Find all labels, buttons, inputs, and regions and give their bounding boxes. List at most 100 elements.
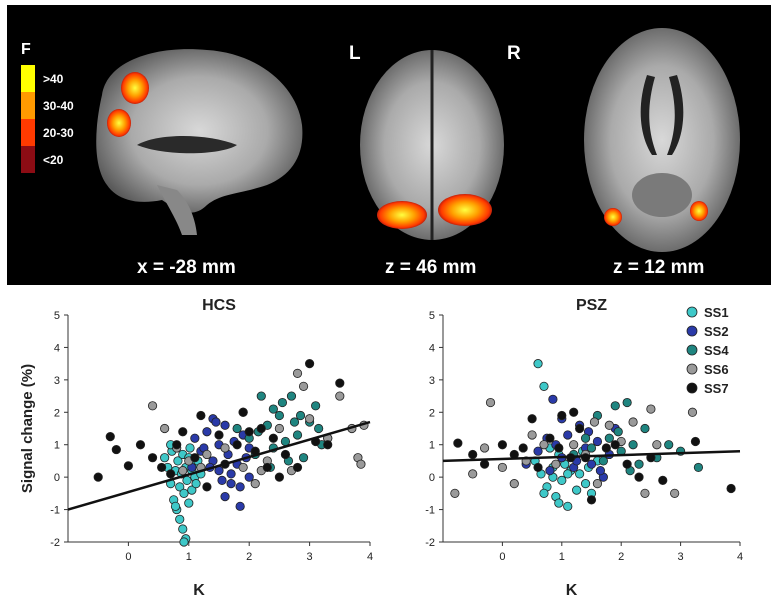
colorbar-title: F <box>21 41 31 58</box>
data-point <box>604 420 614 430</box>
data-point <box>592 436 603 447</box>
data-point <box>238 462 248 473</box>
data-point <box>610 401 620 411</box>
data-point <box>595 466 606 476</box>
data-point <box>356 459 366 469</box>
data-point <box>202 482 212 492</box>
data-point <box>191 479 201 489</box>
data-point <box>575 469 585 479</box>
sagittal-slice <box>96 49 303 235</box>
data-point <box>268 433 278 443</box>
data-point <box>178 466 188 476</box>
axial-superior-slice <box>360 50 504 240</box>
data-point <box>598 456 608 466</box>
data-point <box>232 423 242 434</box>
colorbar-label: 20-30 <box>43 126 74 140</box>
legend-label: SS4 <box>704 343 729 358</box>
data-point <box>551 459 561 469</box>
data-point <box>105 432 115 442</box>
colorbar-swatch <box>21 65 35 92</box>
data-point <box>554 498 564 508</box>
data-point <box>190 453 200 463</box>
data-point <box>160 453 170 463</box>
data-point <box>262 462 272 473</box>
data-point <box>664 440 674 450</box>
data-point <box>298 381 309 391</box>
data-point <box>160 423 170 434</box>
data-point <box>289 417 300 427</box>
data-point <box>592 479 603 489</box>
colorbar-swatch <box>21 92 35 119</box>
x-tick-label: 2 <box>246 551 252 563</box>
data-point <box>604 433 614 443</box>
slice-label: z = 46 mm <box>385 257 477 278</box>
data-point <box>217 475 227 485</box>
data-point <box>563 469 573 479</box>
data-point <box>244 472 254 482</box>
data-point <box>295 410 306 421</box>
y-tick-label: 0 <box>429 472 435 484</box>
data-point <box>196 410 206 421</box>
data-point <box>274 472 284 482</box>
data-point <box>135 440 146 450</box>
data-point <box>634 459 644 469</box>
y-tick-label: 2 <box>54 407 60 419</box>
regression-line <box>442 449 741 463</box>
data-point <box>563 501 573 511</box>
data-point <box>202 427 212 437</box>
data-point <box>244 427 254 437</box>
data-point <box>622 397 632 408</box>
data-point <box>173 456 183 466</box>
data-point <box>256 423 266 434</box>
colorbar-swatch <box>21 146 35 173</box>
x-tick-label: 4 <box>737 551 743 563</box>
legend-marker <box>686 363 698 375</box>
data-point <box>157 462 167 473</box>
data-point <box>634 472 644 482</box>
data-point <box>123 461 133 471</box>
data-point <box>235 501 245 511</box>
data-point <box>726 483 736 494</box>
axial-mid-slice <box>584 28 740 252</box>
data-point <box>286 391 297 401</box>
data-point <box>226 479 236 489</box>
data-point <box>628 440 638 450</box>
x-tick-label: 0 <box>125 551 131 563</box>
data-point <box>175 514 185 524</box>
data-point <box>539 488 549 498</box>
data-point <box>187 485 197 495</box>
y-tick-label: 4 <box>429 342 435 354</box>
data-point <box>652 440 662 450</box>
data-point <box>601 443 611 453</box>
data-point <box>292 462 303 473</box>
data-point <box>238 407 248 417</box>
legend-label: SS2 <box>704 324 729 339</box>
y-tick-label: 2 <box>429 407 435 419</box>
data-point <box>533 462 543 473</box>
data-point <box>527 430 537 440</box>
data-point <box>468 469 478 479</box>
data-point <box>497 462 507 473</box>
data-point <box>311 401 321 411</box>
regression-line <box>67 420 371 511</box>
data-point <box>572 485 582 495</box>
x-tick-label: 0 <box>499 551 505 563</box>
data-point <box>610 440 620 450</box>
data-point <box>658 475 668 485</box>
y-tick-label: 4 <box>54 342 60 354</box>
data-point <box>450 488 460 498</box>
y-tick-label: -1 <box>50 505 60 517</box>
x-axis-label: K <box>193 582 205 599</box>
x-axis-label: K <box>566 582 578 599</box>
x-tick-label: 3 <box>678 551 684 563</box>
x-tick-label: 4 <box>367 551 373 563</box>
scatter-plot-psz: PSZ -2 -1 0 1 2 3 4 5 0 1 2 3 4 K SS1 SS2 SS4 SS6 SS7 <box>425 297 743 599</box>
legend-label: SS1 <box>704 305 729 320</box>
data-point <box>172 440 182 450</box>
y-tick-label: 3 <box>54 375 60 387</box>
activation-blob <box>690 201 708 221</box>
chart-title: PSZ <box>576 297 607 314</box>
data-point <box>226 469 236 479</box>
slice-label: x = -28 mm <box>137 257 236 278</box>
data-point <box>580 479 591 489</box>
